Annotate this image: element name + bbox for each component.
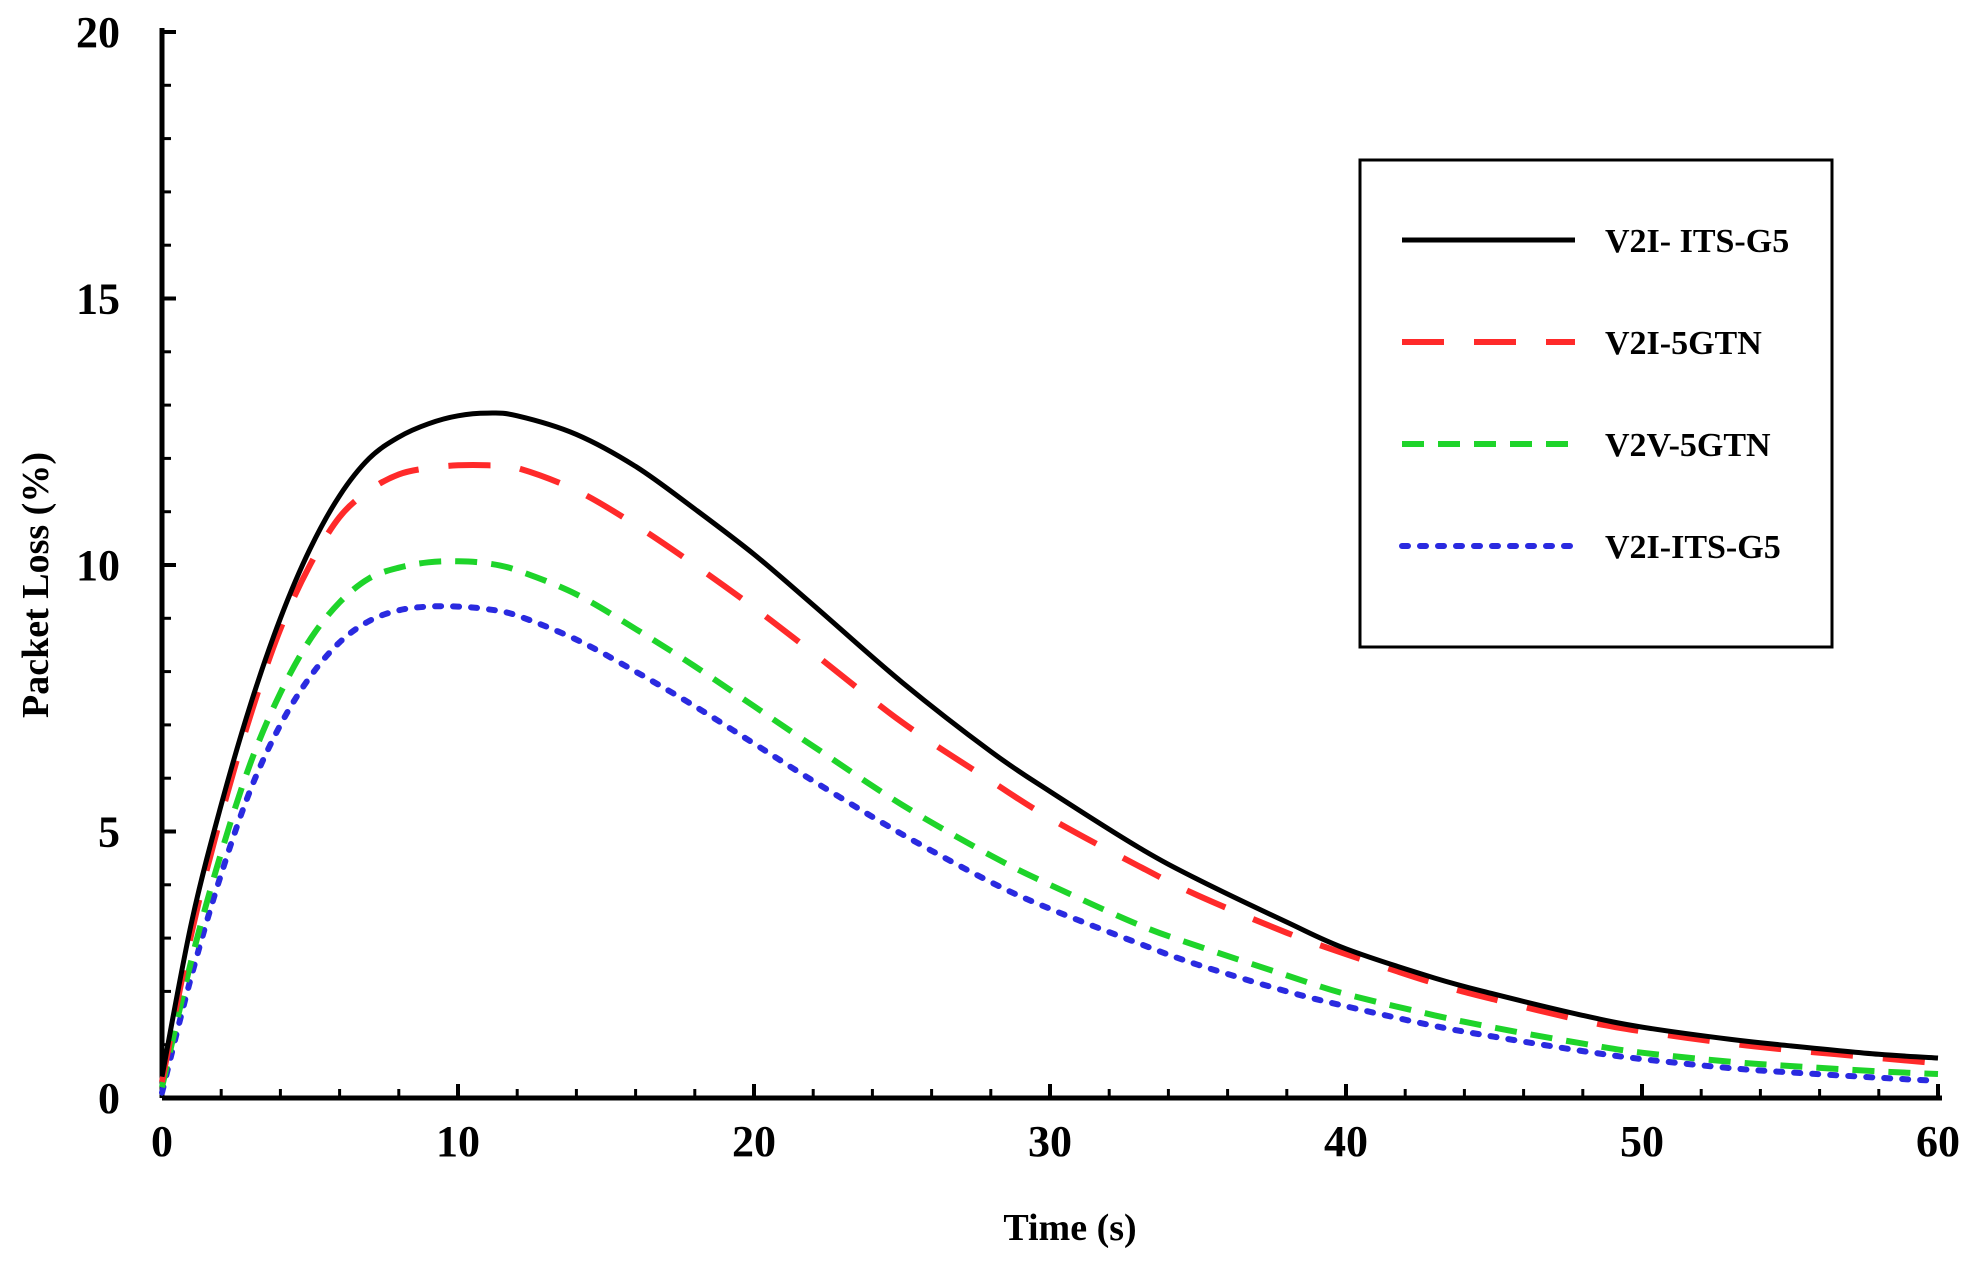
legend-label-3: V2I-ITS-G5 xyxy=(1605,529,1781,566)
series-line-3 xyxy=(159,603,1941,1096)
legend-label-2: V2V-5GTN xyxy=(1605,427,1771,464)
legend-label-1: V2I-5GTN xyxy=(1605,325,1762,362)
series-line-0 xyxy=(159,410,1939,1078)
x-axis-title: Time (s) xyxy=(1003,1207,1136,1249)
series-lines xyxy=(159,410,1941,1096)
x-tick-label: 40 xyxy=(1324,1117,1368,1166)
legend-label-0: V2I- ITS-G5 xyxy=(1605,223,1789,260)
x-tick-label: 0 xyxy=(151,1117,173,1166)
y-tick-label: 0 xyxy=(98,1074,120,1123)
x-tick-label: 60 xyxy=(1916,1117,1960,1166)
y-tick-label: 15 xyxy=(76,275,120,324)
legend: V2I- ITS-G5 V2I-5GTN V2V-5GTN V2I-ITS-G5 xyxy=(1358,158,1834,649)
x-tick-label: 50 xyxy=(1620,1117,1664,1166)
series-line-1 xyxy=(159,462,1939,1083)
x-tick-label: 30 xyxy=(1028,1117,1072,1166)
y-tick-label: 20 xyxy=(76,8,120,57)
y-tick-label: 5 xyxy=(98,808,120,857)
axes: 0 10 20 30 40 50 60 0 5 10 15 20 xyxy=(76,8,1960,1166)
y-tick-label: 10 xyxy=(76,541,120,590)
series-line-2 xyxy=(159,558,1939,1088)
x-tick-label: 20 xyxy=(732,1117,776,1166)
y-axis-title: Packet Loss (%) xyxy=(15,452,57,718)
x-tick-label: 10 xyxy=(436,1117,480,1166)
